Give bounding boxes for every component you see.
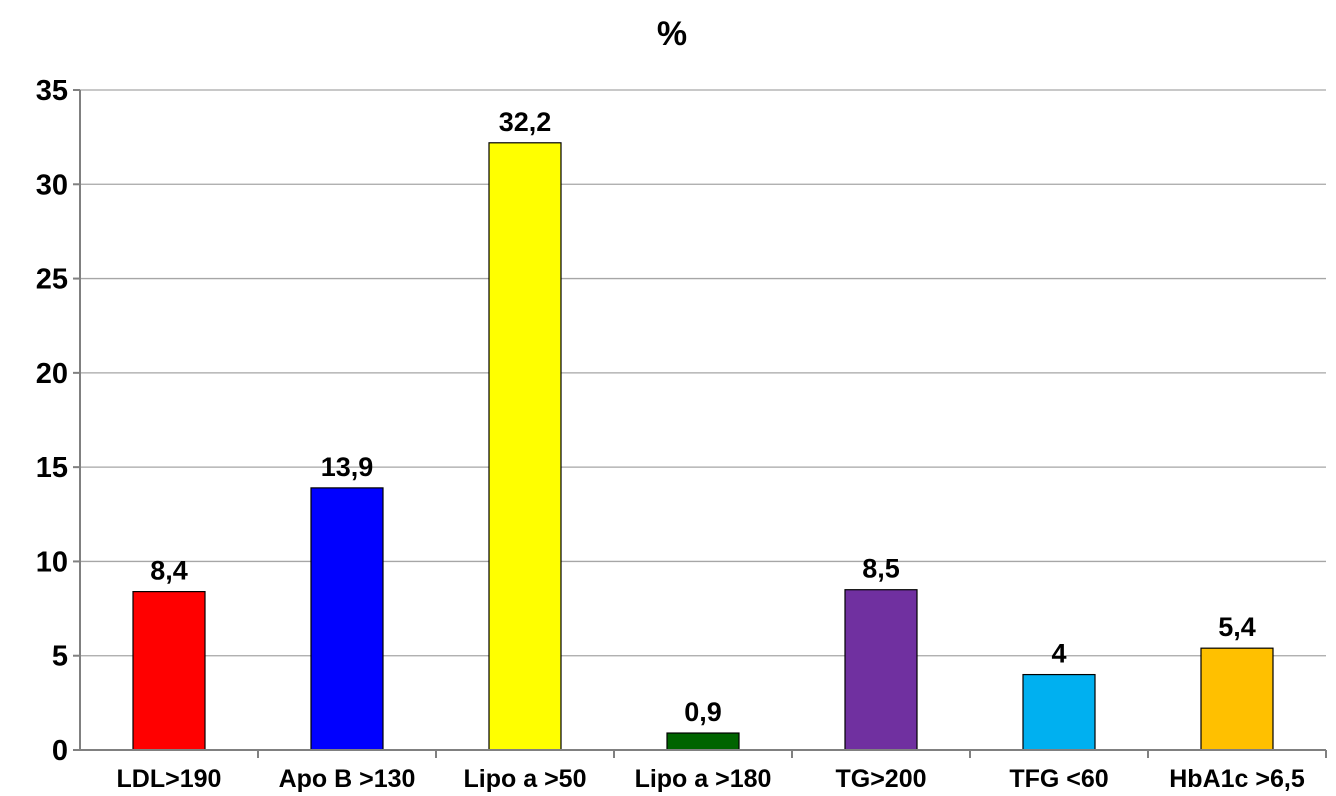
data-label: 5,4 bbox=[1218, 612, 1256, 642]
bar bbox=[1200, 647, 1274, 751]
y-tick-label: 5 bbox=[52, 641, 68, 673]
data-label: 13,9 bbox=[321, 452, 374, 482]
gridlines bbox=[80, 89, 1326, 657]
y-tick-label: 0 bbox=[52, 735, 68, 767]
x-tick-label: LDL>190 bbox=[117, 765, 222, 793]
chart-title: % bbox=[657, 15, 687, 53]
y-axis-ticks: 0 5 10 15 20 25 30 35 bbox=[36, 75, 80, 767]
y-tick-label: 20 bbox=[36, 358, 68, 390]
y-tick-label: 15 bbox=[36, 452, 68, 484]
x-tick-label: Apo B >130 bbox=[279, 765, 416, 793]
bar bbox=[488, 142, 562, 751]
y-tick-label: 10 bbox=[36, 546, 68, 578]
data-labels: 8,4 13,9 32,2 0,9 8,5 4 5,4 bbox=[150, 107, 1256, 727]
x-axis-ticks: LDL>190 Apo B >130 Lipo a >50 Lipo a >180 TG… bbox=[117, 750, 1327, 793]
x-tick-label: HbA1c >6,5 bbox=[1169, 765, 1305, 793]
bar bbox=[844, 589, 918, 751]
bar bbox=[1022, 673, 1096, 751]
y-tick-label: 25 bbox=[36, 264, 68, 296]
data-label: 32,2 bbox=[499, 107, 552, 137]
y-tick-label: 35 bbox=[36, 75, 68, 107]
bars bbox=[132, 142, 1274, 751]
x-tick-label: Lipo a >180 bbox=[635, 765, 772, 793]
x-tick-label: Lipo a >50 bbox=[464, 765, 587, 793]
bar bbox=[132, 590, 206, 751]
bar bbox=[310, 487, 384, 751]
data-label: 4 bbox=[1051, 639, 1066, 669]
data-label: 8,4 bbox=[150, 556, 188, 586]
data-label: 8,5 bbox=[862, 554, 900, 584]
data-label: 0,9 bbox=[684, 697, 722, 727]
y-tick-label: 30 bbox=[36, 169, 68, 201]
x-tick-label: TFG <60 bbox=[1009, 765, 1108, 793]
bar bbox=[666, 732, 740, 751]
x-tick-label: TG>200 bbox=[835, 765, 926, 793]
